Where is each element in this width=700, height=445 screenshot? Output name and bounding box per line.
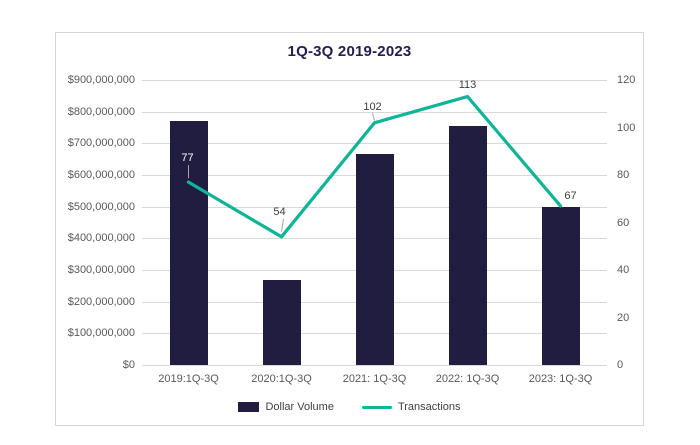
- right-axis-tick: 0: [617, 359, 624, 371]
- gridline: [142, 80, 607, 81]
- bar-2020:1Q-3Q: [262, 279, 301, 365]
- label-leader-line: [281, 218, 284, 232]
- left-axis-tick: $300,000,000: [67, 264, 135, 276]
- data-label-54: 54: [273, 205, 286, 218]
- data-label-77: 77: [181, 152, 194, 165]
- right-axis-tick: 60: [617, 216, 630, 229]
- left-axis-tick: $400,000,000: [67, 232, 135, 245]
- gridline: [142, 365, 607, 366]
- left-axis-tick: $200,000,000: [67, 295, 135, 308]
- bar-2021: 1Q-3Q: [355, 154, 394, 365]
- plot-area: 77 54 102 113 67: [142, 78, 607, 366]
- x-axis-label: 2020:1Q-3Q: [251, 373, 312, 385]
- bar-2022: 1Q-3Q: [448, 125, 487, 365]
- data-label-113: 113: [458, 78, 477, 91]
- left-axis-tick: $600,000,000: [67, 169, 135, 181]
- data-label-102: 102: [363, 100, 382, 113]
- legend-label: Dollar Volume: [265, 401, 334, 413]
- chart-panel: 1Q-3Q 2019-2023 77 54 102 113 67 $900,000,00…: [55, 32, 644, 426]
- x-axis-label: 2019:1Q-3Q: [158, 373, 219, 385]
- right-axis-tick: 20: [617, 311, 630, 324]
- left-axis-tick: $700,000,000: [67, 137, 135, 150]
- chart-title: 1Q-3Q 2019-2023: [287, 43, 412, 60]
- label-leader-line: [372, 112, 375, 121]
- right-axis-tick: 100: [617, 121, 636, 134]
- left-axis-tick: $800,000,000: [67, 105, 135, 118]
- dollar-volume-swatch: [238, 402, 260, 412]
- right-axis-tick: 40: [617, 264, 630, 276]
- gridline: [142, 111, 607, 113]
- legend-label: Transactions: [397, 401, 461, 413]
- right-axis-tick: 80: [617, 169, 630, 181]
- x-axis-label: 2023: 1Q-3Q: [528, 373, 593, 385]
- bar-2023: 1Q-3Q: [541, 206, 580, 365]
- transactions-polyline: [186, 94, 563, 239]
- transactions-line: [186, 94, 563, 239]
- data-label-67: 67: [564, 189, 577, 202]
- right-axis-tick: 120: [617, 74, 636, 86]
- bar-2019:1Q-3Q: [169, 121, 208, 365]
- legend-item-dollar-volume: Dollar Volume: [238, 401, 334, 413]
- transactions-line-swatch: [361, 405, 392, 409]
- x-axis-label: 2022: 1Q-3Q: [435, 373, 500, 385]
- legend-item-transactions: Transactions: [361, 401, 461, 413]
- left-axis-tick: $900,000,000: [67, 74, 135, 86]
- legend: Dollar Volume Transactions: [56, 399, 643, 415]
- left-axis-tick: $500,000,000: [67, 200, 135, 213]
- x-axis-label: 2021: 1Q-3Q: [342, 373, 407, 385]
- gridline: [142, 143, 607, 145]
- left-axis-tick: $100,000,000: [67, 327, 135, 340]
- left-axis-tick: $0: [122, 359, 135, 371]
